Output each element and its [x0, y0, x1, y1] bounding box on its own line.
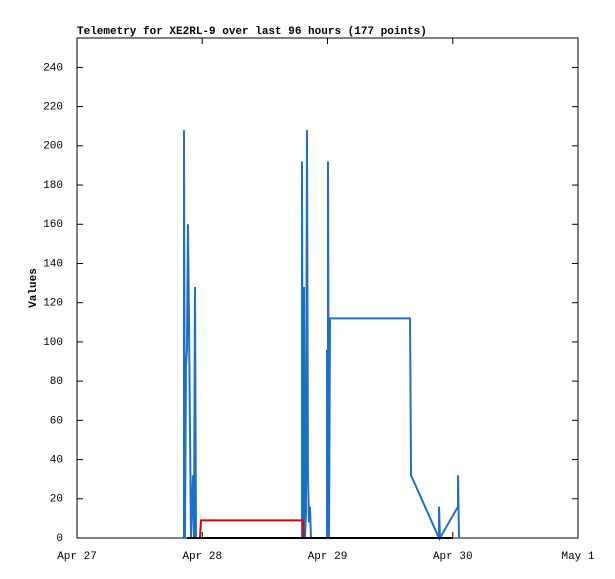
y-tick-label: 120: [43, 298, 63, 310]
y-axis-label: Values: [28, 268, 40, 308]
y-tick-label: 160: [43, 219, 63, 231]
x-tick-label: May 1: [561, 551, 594, 563]
x-tick-label: Apr 30: [433, 551, 473, 563]
y-tick-label: 40: [50, 454, 63, 466]
series-line: [182, 130, 461, 542]
chart-title: Telemetry for XE2RL-9 over last 96 hours…: [77, 26, 427, 38]
x-tick-label: Apr 29: [308, 551, 348, 563]
series-line: [198, 519, 305, 539]
y-tick-label: 20: [50, 494, 63, 506]
y-tick-label: 60: [50, 415, 63, 427]
y-tick-label: 180: [43, 180, 63, 192]
y-tick-label: 0: [56, 533, 63, 545]
y-tick-label: 100: [43, 337, 63, 349]
y-tick-label: 80: [50, 376, 63, 388]
y-tick-label: 240: [43, 62, 63, 74]
y-tick-label: 140: [43, 258, 63, 270]
x-tick-label: Apr 28: [182, 551, 222, 563]
y-tick-label: 200: [43, 141, 63, 153]
y-tick-label: 220: [43, 102, 63, 114]
x-tick-label: Apr 27: [57, 551, 97, 563]
